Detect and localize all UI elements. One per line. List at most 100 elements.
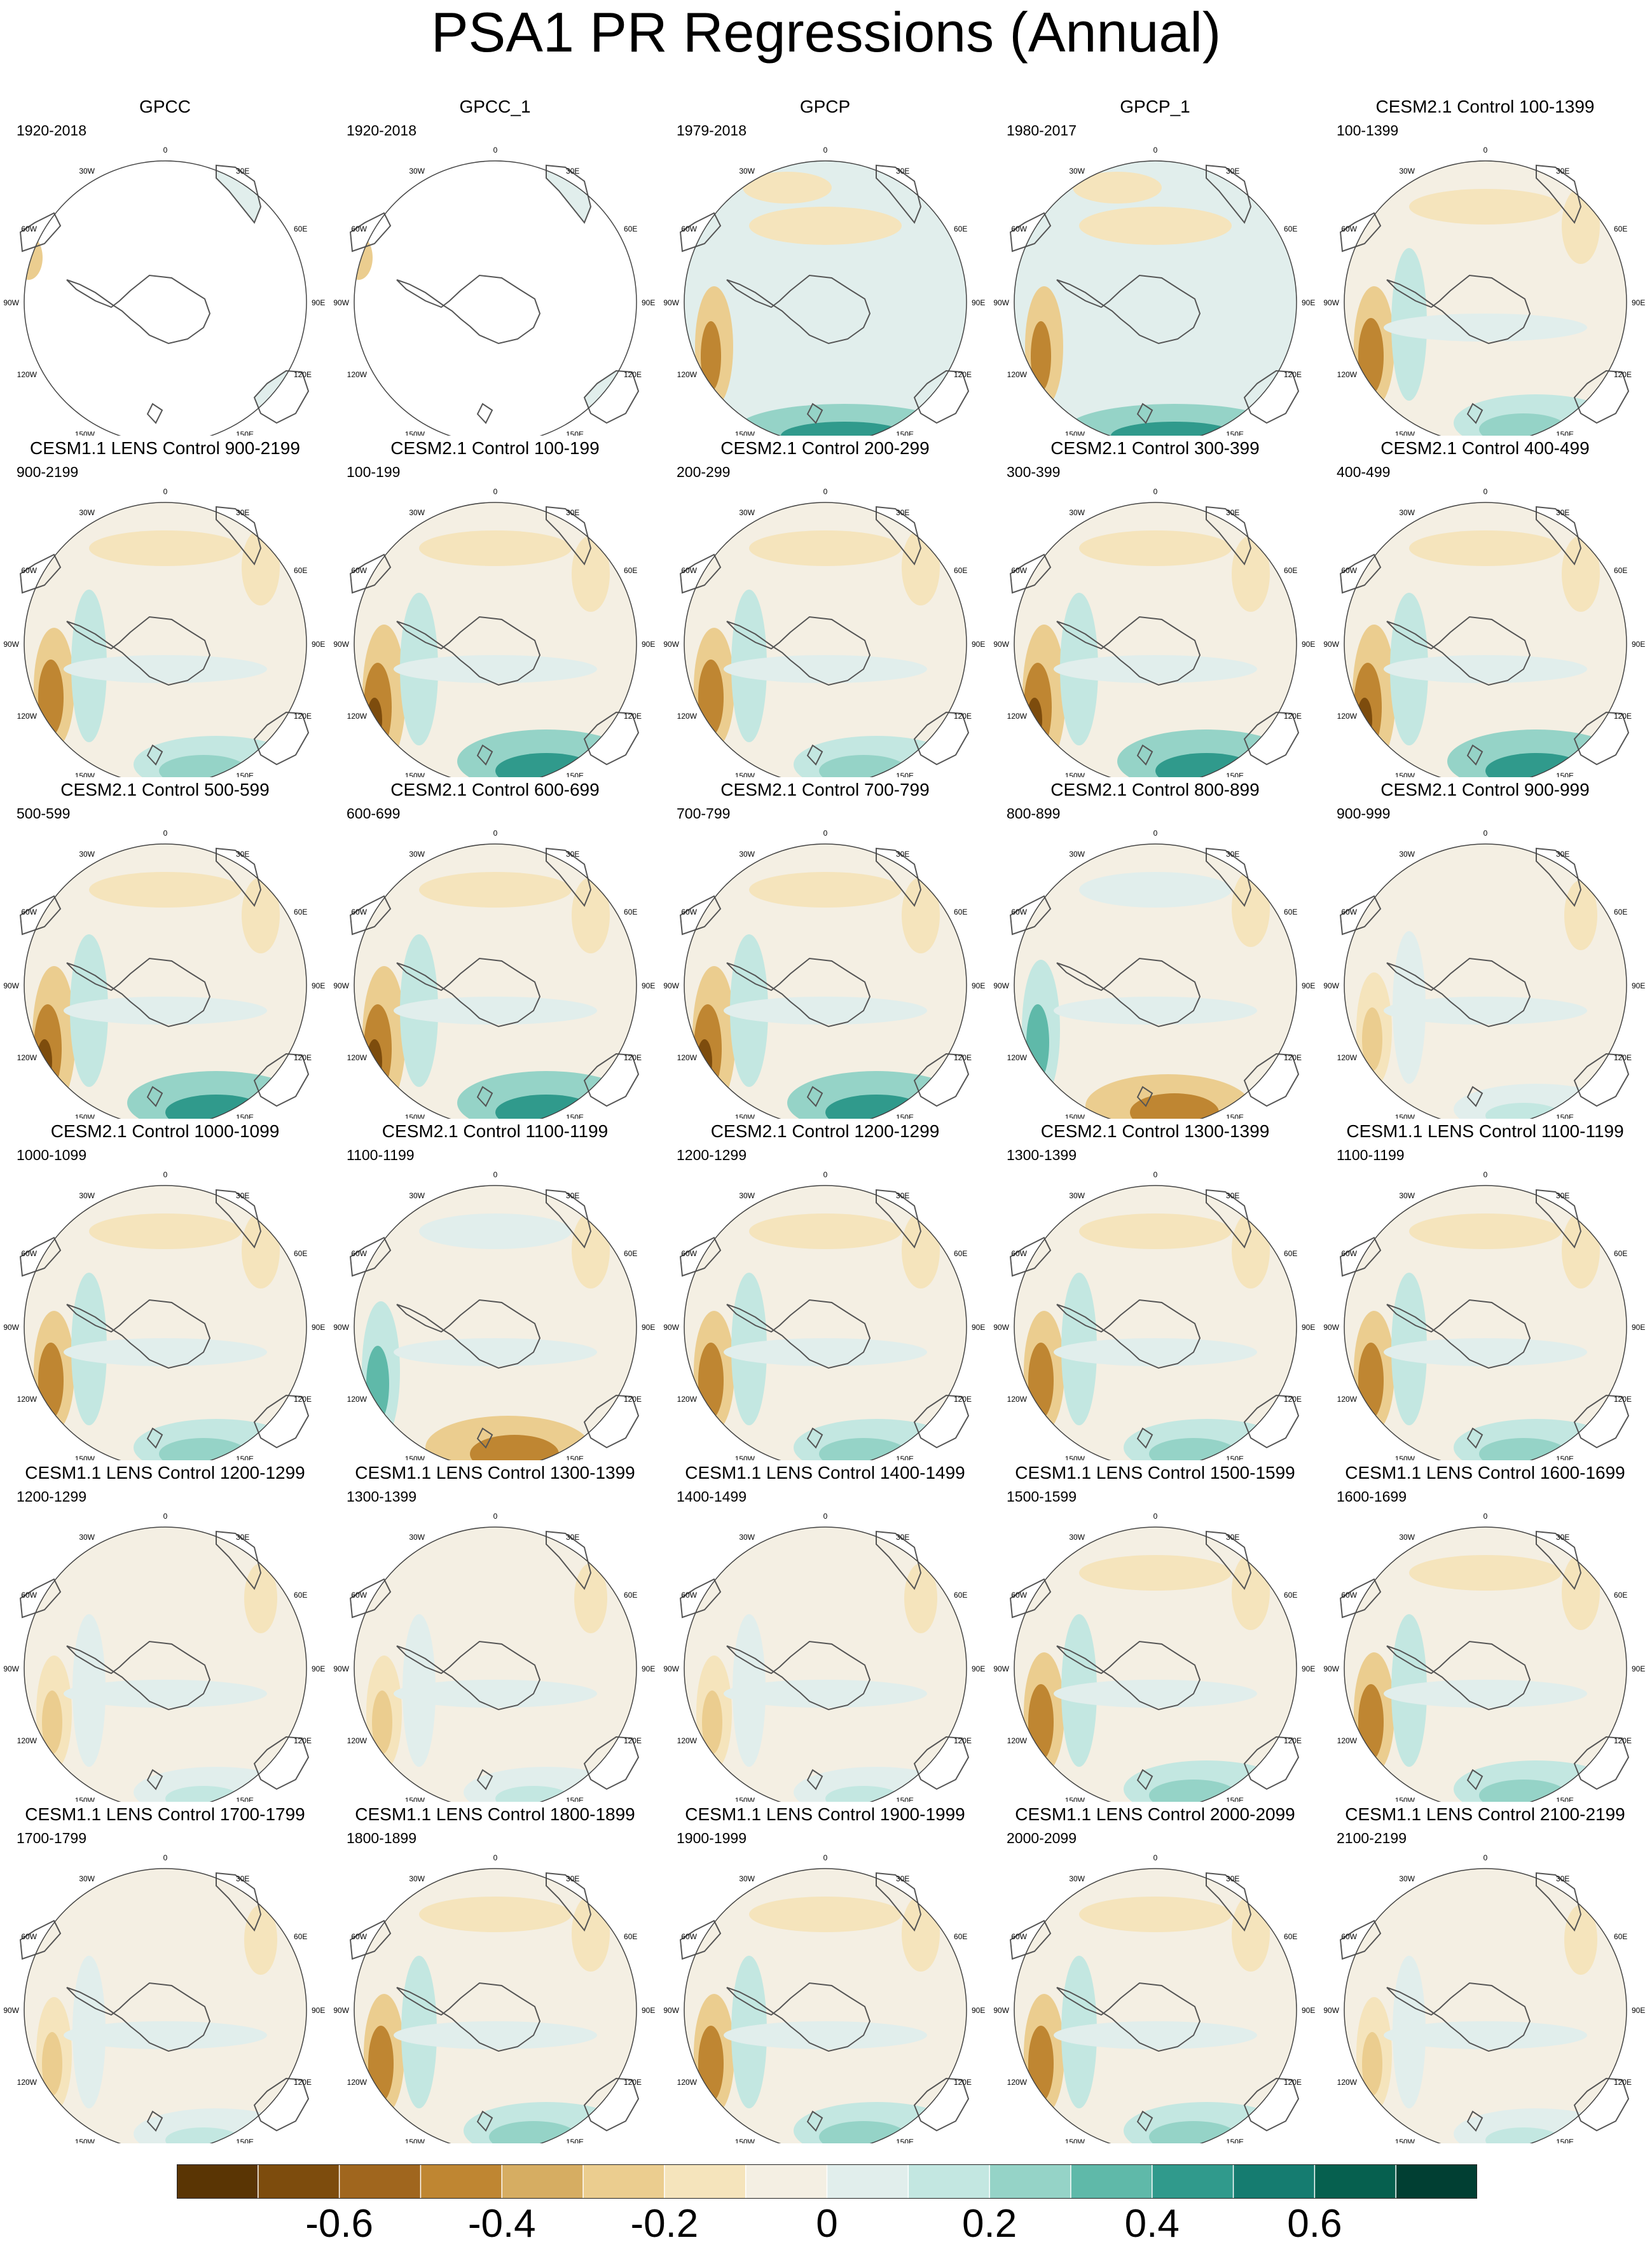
longitude-label: 150E [1556,1113,1574,1119]
anomaly-region [159,755,248,777]
coastline [146,2110,163,2132]
anomaly-region [749,872,902,908]
map-panel: 018030W30E60W60E90W90E120W120E150W150ECE… [330,777,660,1119]
map-boundary [354,1868,637,2143]
longitude-label: 150W [75,1455,95,1460]
longitude-label: 150E [1556,771,1574,777]
longitude-label: 0 [493,1512,498,1521]
colorbar-swatch [664,2164,747,2199]
coastline [349,212,392,252]
longitude-label: 30E [896,1533,909,1542]
longitude-label: 60E [1614,1591,1627,1600]
longitude-label: 150W [1395,1796,1415,1802]
longitude-label: 30E [896,1191,909,1200]
coastline [253,370,310,424]
longitude-label: 0 [163,487,168,496]
anomaly-region [1130,1093,1219,1119]
anomaly-region [1079,1897,1232,1932]
panel-title: CESM1.1 LENS Control 1400-1499 [685,1463,965,1483]
colorbar-tick-label: 0.6 [1287,2202,1342,2246]
longitude-label: 90E [1632,1664,1645,1673]
panel-title: GPCP_1 [1120,97,1190,116]
anomaly-region [89,872,242,908]
longitude-label: 0 [1483,829,1488,838]
coastline [19,1236,62,1277]
coastline [1339,895,1382,936]
map-boundary [354,843,637,1119]
panel-period: 900-999 [1337,805,1391,822]
coastline [1206,164,1252,224]
longitude-label: 90W [333,298,349,307]
coastline [1009,895,1052,936]
map-boundary [1014,1526,1297,1802]
longitude-label: 120W [677,712,698,721]
coastline [1243,1053,1300,1107]
anomaly-region [1079,530,1232,566]
longitude-label: 90W [3,2006,19,2015]
longitude-label: 150W [1065,1455,1085,1460]
longitude-label: 30E [896,1874,909,1883]
longitude-label: 120E [624,1053,642,1062]
coastline [1466,1427,1483,1449]
coastline [583,2077,640,2132]
longitude-label: 30W [739,1874,755,1883]
longitude-label: 0 [493,829,498,838]
longitude-label: 120E [624,1736,642,1745]
longitude-label: 90E [972,298,985,307]
longitude-label: 0 [1153,1853,1158,1862]
coastline [1573,1736,1630,1790]
longitude-label: 150E [566,1796,584,1802]
coastline [66,1982,211,2052]
map-boundary [684,502,967,777]
map-panel: 018030W30E60W60E90W90E120W120E150W150ECE… [1320,777,1650,1119]
coastline [806,1086,823,1107]
longitude-label: 90E [1632,640,1645,649]
panel-title: CESM2.1 Control 200-299 [720,438,930,458]
longitude-label: 120E [1614,1736,1632,1745]
longitude-label: 30W [79,508,95,517]
coastline [1009,1236,1052,1277]
colorbar-swatch [1070,2164,1153,2199]
longitude-label: 30W [79,1874,95,1883]
longitude-label: 120W [1337,1053,1358,1062]
anomaly-region [1384,655,1587,683]
longitude-label: 90W [663,981,679,990]
longitude-label: 30W [1399,508,1415,517]
coastline [66,1299,211,1369]
coastline [806,1427,823,1449]
longitude-label: 150E [1226,1796,1244,1802]
longitude-label: 120W [17,1395,38,1404]
coastline [913,2077,970,2132]
longitude-label: 30W [739,167,755,176]
longitude-label: 120W [1007,1395,1028,1404]
panel-period: 100-1399 [1337,122,1399,139]
colorbar-labels: -0.6 -0.4 -0.2 0 0.2 0.4 0.6 [0,2202,1652,2246]
longitude-label: 30W [409,850,425,859]
longitude-label: 120E [954,1053,972,1062]
longitude-label: 90E [642,2006,655,2015]
anomaly-region [1079,1213,1232,1249]
coastline [66,1640,211,1711]
longitude-label: 0 [823,487,828,496]
longitude-label: 150E [566,1455,584,1460]
longitude-label: 150E [236,430,254,436]
anomaly-region [89,1213,242,1249]
anomaly-region [1485,2127,1562,2143]
map-boundary [1344,1185,1627,1460]
anomaly-region [1358,1684,1384,1760]
anomaly-region [1357,698,1372,742]
coastline [396,1982,541,2052]
panel-title: CESM2.1 Control 500-599 [60,780,270,799]
coastline [1206,1189,1252,1248]
anomaly-region [1079,207,1232,245]
longitude-label: 150W [1065,771,1085,777]
anomaly-region [1479,1780,1568,1802]
